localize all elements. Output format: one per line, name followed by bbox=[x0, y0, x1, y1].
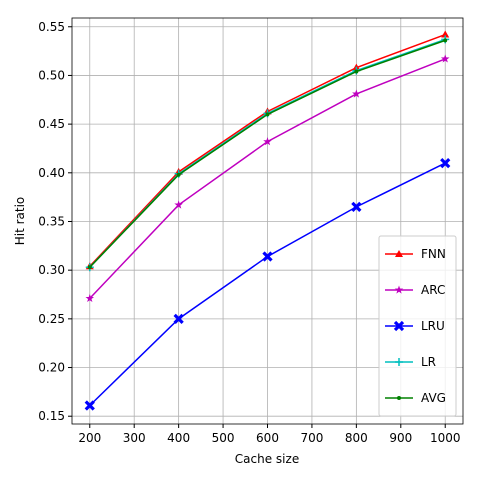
marker bbox=[263, 137, 272, 146]
marker bbox=[265, 112, 270, 117]
x-tick-label: 500 bbox=[212, 431, 235, 445]
y-tick-label: 0.40 bbox=[38, 166, 65, 180]
legend-label: ARC bbox=[421, 283, 445, 297]
x-axis-label: Cache size bbox=[235, 452, 299, 466]
y-tick-label: 0.55 bbox=[38, 20, 65, 34]
y-tick-label: 0.50 bbox=[38, 68, 65, 82]
marker bbox=[440, 54, 450, 63]
marker bbox=[354, 69, 359, 74]
marker bbox=[87, 265, 92, 270]
marker bbox=[173, 313, 184, 324]
y-tick-label: 0.15 bbox=[38, 409, 65, 423]
y-tick-label: 0.35 bbox=[38, 214, 65, 228]
y-tick-label: 0.45 bbox=[38, 117, 65, 131]
marker bbox=[85, 293, 95, 303]
marker bbox=[84, 400, 95, 411]
legend-label: LRU bbox=[421, 319, 445, 333]
x-tick-label: 600 bbox=[256, 431, 279, 445]
x-tick-label: 700 bbox=[300, 431, 323, 445]
legend-label: AVG bbox=[421, 391, 446, 405]
y-tick-label: 0.20 bbox=[38, 361, 65, 375]
marker bbox=[394, 285, 404, 294]
legend-label: LR bbox=[421, 355, 436, 369]
y-tick-label: 0.30 bbox=[38, 263, 65, 277]
plot-frame bbox=[71, 17, 464, 425]
marker bbox=[352, 89, 361, 98]
marker bbox=[395, 250, 403, 257]
y-tick-label: 0.25 bbox=[38, 312, 65, 326]
legend: FNN ARC LRU LR AVG bbox=[378, 235, 457, 417]
legend-box bbox=[378, 235, 457, 417]
marker bbox=[174, 200, 183, 209]
x-tick-label: 800 bbox=[345, 431, 368, 445]
marker bbox=[441, 30, 450, 38]
marker bbox=[262, 251, 273, 262]
marker bbox=[176, 172, 181, 177]
x-tick-label: 400 bbox=[167, 431, 190, 445]
marker bbox=[395, 358, 403, 366]
x-tick-label: 300 bbox=[123, 431, 146, 445]
marker bbox=[397, 396, 401, 400]
x-tick-label: 200 bbox=[78, 431, 101, 445]
marker bbox=[351, 201, 362, 213]
marker bbox=[440, 157, 451, 169]
x-tick-label: 1000 bbox=[430, 431, 461, 445]
x-tick-label: 900 bbox=[389, 431, 412, 445]
marker bbox=[443, 38, 448, 43]
legend-label: FNN bbox=[421, 247, 446, 261]
y-axis-label: Hit ratio bbox=[13, 197, 27, 246]
marker bbox=[393, 320, 405, 332]
